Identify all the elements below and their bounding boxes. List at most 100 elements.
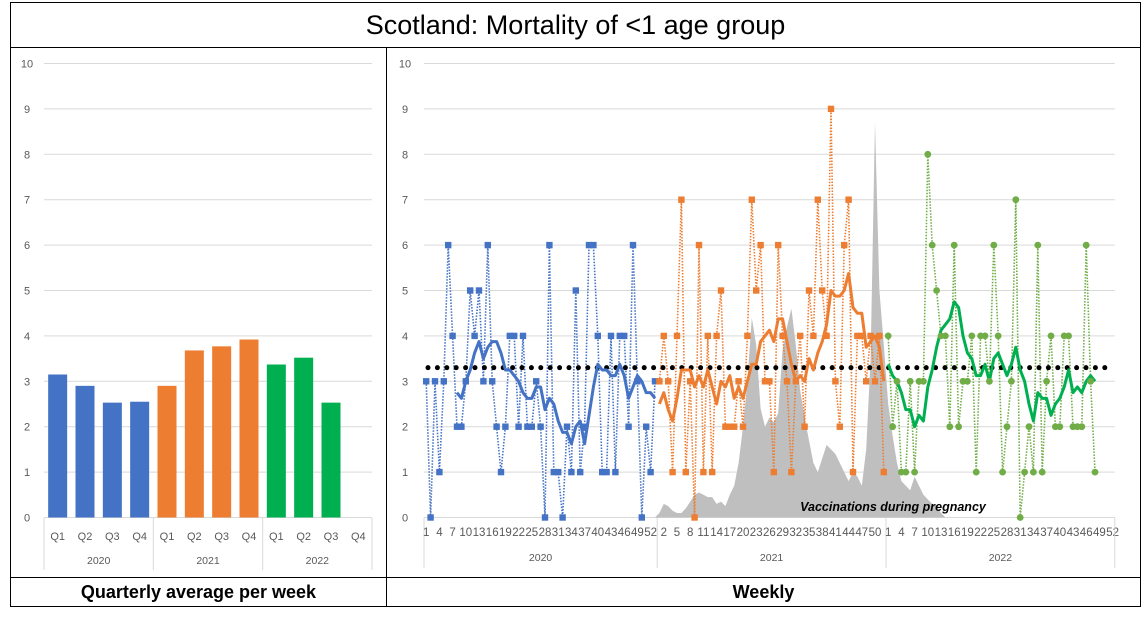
week-tick-label: 46 <box>618 527 631 539</box>
data-point-2022-week-17 <box>955 423 962 431</box>
data-point-2020-week-3 <box>431 378 439 385</box>
data-point-2020-week-11 <box>467 287 474 294</box>
data-point-2020-week-49 <box>634 378 641 385</box>
moving-average-line-2021 <box>658 271 886 423</box>
y-tick-label: 2 <box>24 422 30 434</box>
data-point-2022-week-40 <box>1056 423 1064 431</box>
moving-average-line-2022 <box>886 300 1097 429</box>
bar-2021-Q1 <box>157 385 177 518</box>
quarter-label: Q4 <box>351 531 366 543</box>
data-point-2021-week-21 <box>744 332 751 340</box>
y-tick-label: 9 <box>24 104 30 116</box>
data-point-2020-week-5 <box>440 378 447 385</box>
week-tick-label: 14 <box>710 527 723 539</box>
data-point-2021-week-35 <box>805 287 813 294</box>
week-tick-label: 13 <box>935 527 948 539</box>
data-point-2021-week-31 <box>788 468 795 476</box>
data-point-2022-week-21 <box>972 468 980 476</box>
week-tick-label: 29 <box>776 527 789 539</box>
week-tick-label: 47 <box>855 527 868 539</box>
data-point-2021-week-9 <box>691 514 698 521</box>
quarter-label: Q1 <box>269 531 284 543</box>
year-label: 2020 <box>529 552 553 564</box>
year-label: 2021 <box>760 552 784 564</box>
y-tick-label: 0 <box>24 513 30 525</box>
data-point-2022-week-32 <box>1021 468 1028 476</box>
data-point-2020-week-23 <box>519 332 527 340</box>
data-point-2021-week-52 <box>880 468 887 476</box>
week-tick-label: 38 <box>816 527 829 539</box>
week-tick-label: 5 <box>674 527 680 539</box>
vaccination-area <box>655 122 946 518</box>
y-tick-label: 6 <box>24 240 30 252</box>
data-point-2021-week-33 <box>797 332 804 340</box>
data-point-2020-week-34 <box>568 468 575 476</box>
data-point-2021-week-24 <box>757 241 764 249</box>
quarter-label: Q1 <box>50 531 65 543</box>
week-tick-label: 19 <box>499 527 512 539</box>
week-tick-label: 1 <box>423 527 429 539</box>
data-point-2020-week-32 <box>559 514 566 521</box>
data-point-2020-week-47 <box>625 423 632 430</box>
data-point-2021-week-26 <box>766 378 773 385</box>
data-point-2022-week-47 <box>1087 377 1094 385</box>
week-tick-label: 4 <box>898 527 905 539</box>
week-tick-label: 41 <box>829 527 842 539</box>
data-point-2022-week-26 <box>994 332 1002 340</box>
data-point-2020-week-21 <box>511 332 518 340</box>
y-tick-label: 3 <box>402 376 408 388</box>
data-point-2022-week-31 <box>1016 514 1024 521</box>
data-point-2020-week-1 <box>423 378 430 385</box>
data-point-2021-week-46 <box>854 332 861 340</box>
data-point-2022-week-3 <box>893 377 901 385</box>
data-point-2021-week-34 <box>801 423 808 430</box>
y-tick-label: 7 <box>24 195 30 207</box>
data-point-2021-week-28 <box>775 241 782 249</box>
data-point-2021-week-27 <box>770 468 777 476</box>
bar-2020-Q2 <box>75 385 95 518</box>
y-tick-label: 5 <box>24 286 30 298</box>
data-point-2021-week-18 <box>731 423 738 430</box>
week-tick-label: 52 <box>1106 527 1119 539</box>
data-point-2021-week-32 <box>792 378 799 385</box>
data-point-2020-week-27 <box>537 423 544 430</box>
week-tick-label: 4 <box>436 527 443 539</box>
data-point-2022-week-30 <box>1012 196 1020 204</box>
data-point-2021-week-1 <box>656 378 663 385</box>
data-point-2021-week-11 <box>700 468 707 476</box>
bar-2021-Q4 <box>239 339 259 518</box>
data-point-2021-week-19 <box>735 378 742 385</box>
data-point-2020-week-53 <box>651 378 659 385</box>
y-tick-label: 3 <box>24 376 30 388</box>
data-point-2022-week-15 <box>946 423 954 431</box>
week-tick-label: 7 <box>911 527 917 539</box>
data-point-2020-week-38 <box>585 241 593 249</box>
bar-2021-Q2 <box>184 350 204 518</box>
data-point-2020-week-18 <box>497 468 505 476</box>
y-tick-label: 8 <box>402 149 408 161</box>
data-point-2022-week-5 <box>902 468 910 476</box>
week-tick-label: 13 <box>473 527 486 539</box>
data-point-2020-week-24 <box>524 423 531 430</box>
quarter-label: Q3 <box>214 531 229 543</box>
quarter-label: Q1 <box>160 531 175 543</box>
data-point-2020-week-46 <box>621 332 628 340</box>
data-point-2020-week-35 <box>572 287 579 294</box>
data-point-2020-week-50 <box>638 514 645 521</box>
data-point-2021-week-42 <box>836 423 843 430</box>
data-point-2021-week-25 <box>761 378 769 385</box>
data-point-2022-week-38 <box>1047 332 1055 340</box>
data-point-2021-week-3 <box>665 378 672 385</box>
data-point-2021-week-41 <box>832 378 839 385</box>
data-point-2020-week-29 <box>546 241 553 249</box>
data-point-2021-week-22 <box>748 196 755 203</box>
bar-2022-Q1 <box>266 364 286 518</box>
y-tick-label: 4 <box>24 331 30 343</box>
week-tick-label: 20 <box>737 527 750 539</box>
week-tick-label: 8 <box>687 527 693 539</box>
y-tick-label: 0 <box>402 513 408 525</box>
data-point-2020-week-43 <box>607 332 615 340</box>
data-point-2022-week-14 <box>942 332 949 340</box>
quarter-label: Q3 <box>105 531 120 543</box>
data-point-2020-week-7 <box>449 332 456 340</box>
